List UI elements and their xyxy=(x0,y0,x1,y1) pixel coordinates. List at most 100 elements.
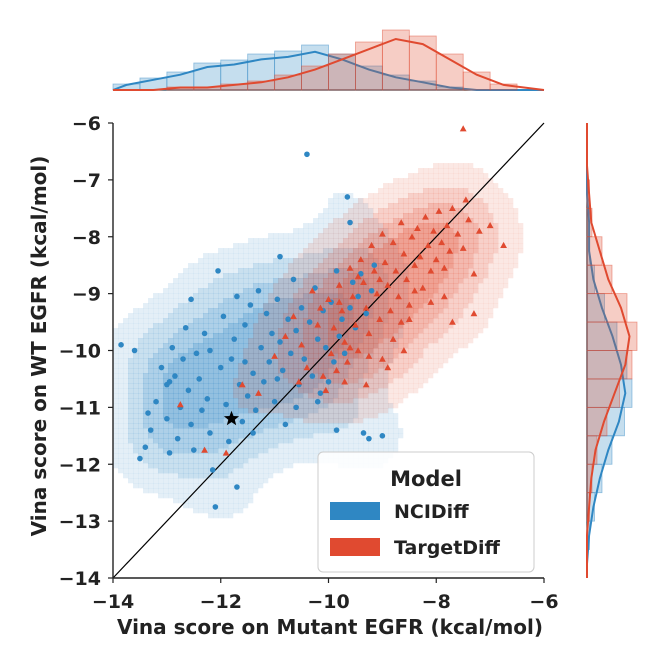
kde-cell-targetdiff xyxy=(358,278,364,284)
kde-cell-ncidiff xyxy=(163,333,169,339)
point-ncidiff xyxy=(277,339,283,345)
kde-cell-targetdiff xyxy=(338,413,344,419)
kde-cell-ncidiff xyxy=(258,423,264,429)
kde-cell-targetdiff xyxy=(428,198,434,204)
kde-cell-ncidiff xyxy=(158,298,164,304)
kde-cell-targetdiff xyxy=(328,328,334,334)
kde-cell-ncidiff xyxy=(148,348,154,354)
kde-cell-ncidiff xyxy=(373,363,379,369)
kde-cell-ncidiff xyxy=(228,403,234,409)
kde-cell-targetdiff xyxy=(378,388,384,394)
kde-cell-ncidiff xyxy=(373,393,379,399)
kde-cell-targetdiff xyxy=(253,388,259,394)
kde-cell-targetdiff xyxy=(483,258,489,264)
kde-cell-targetdiff xyxy=(308,358,314,364)
kde-cell-targetdiff xyxy=(458,183,464,189)
kde-cell-targetdiff xyxy=(363,413,369,419)
kde-cell-targetdiff xyxy=(453,163,459,169)
kde-cell-ncidiff xyxy=(298,263,304,269)
kde-cell-ncidiff xyxy=(128,408,134,414)
kde-cell-ncidiff xyxy=(228,353,234,359)
kde-cell-ncidiff xyxy=(113,428,119,434)
kde-cell-targetdiff xyxy=(393,218,399,224)
kde-cell-ncidiff xyxy=(113,363,119,369)
kde-cell-ncidiff xyxy=(393,438,399,444)
kde-cell-ncidiff xyxy=(343,358,349,364)
kde-cell-targetdiff xyxy=(373,358,379,364)
kde-cell-ncidiff xyxy=(263,383,269,389)
kde-cell-ncidiff xyxy=(248,483,254,489)
kde-cell-ncidiff xyxy=(258,308,264,314)
kde-cell-ncidiff xyxy=(203,428,209,434)
point-targetdiff xyxy=(335,298,343,305)
kde-cell-targetdiff xyxy=(328,363,334,369)
kde-cell-targetdiff xyxy=(353,363,359,369)
kde-cell-targetdiff xyxy=(308,408,314,414)
kde-cell-ncidiff xyxy=(323,213,329,219)
kde-cell-ncidiff xyxy=(183,448,189,454)
kde-cell-targetdiff xyxy=(388,218,394,224)
point-ncidiff xyxy=(358,270,364,277)
kde-cell-targetdiff xyxy=(343,298,349,304)
kde-cell-ncidiff xyxy=(278,403,284,409)
kde-cell-targetdiff xyxy=(253,353,259,359)
point-ncidiff xyxy=(271,398,278,405)
kde-cell-ncidiff xyxy=(233,453,239,459)
kde-cell-ncidiff xyxy=(223,428,229,434)
kde-cell-targetdiff xyxy=(293,378,299,384)
kde-cell-targetdiff xyxy=(413,358,419,364)
kde-cell-targetdiff xyxy=(298,373,304,379)
kde-cell-ncidiff xyxy=(203,288,209,294)
kde-cell-targetdiff xyxy=(358,268,364,274)
kde-cell-ncidiff xyxy=(263,243,269,249)
kde-cell-targetdiff xyxy=(393,323,399,329)
kde-cell-ncidiff xyxy=(193,343,199,349)
kde-cell-ncidiff xyxy=(188,428,194,434)
kde-cell-ncidiff xyxy=(228,348,234,354)
point-ncidiff xyxy=(263,310,270,317)
kde-cell-targetdiff xyxy=(338,408,344,414)
kde-cell-targetdiff xyxy=(483,218,489,224)
kde-cell-targetdiff xyxy=(503,268,509,274)
kde-cell-ncidiff xyxy=(333,293,339,299)
kde-cell-ncidiff xyxy=(178,418,184,424)
kde-cell-ncidiff xyxy=(373,348,379,354)
kde-cell-ncidiff xyxy=(353,198,359,204)
kde-cell-ncidiff xyxy=(148,368,154,374)
kde-cell-ncidiff xyxy=(193,453,199,459)
kde-cell-ncidiff xyxy=(258,383,264,389)
kde-cell-ncidiff xyxy=(318,248,324,254)
kde-cell-targetdiff xyxy=(408,358,414,364)
kde-cell-ncidiff xyxy=(318,343,324,349)
kde-cell-targetdiff xyxy=(293,268,299,274)
kde-cell-ncidiff xyxy=(318,358,324,364)
kde-cell-targetdiff xyxy=(403,293,409,299)
kde-cell-ncidiff xyxy=(303,413,309,419)
kde-cell-targetdiff xyxy=(458,213,464,219)
kde-cell-ncidiff xyxy=(163,378,169,384)
kde-cell-ncidiff xyxy=(308,238,314,244)
kde-cell-ncidiff xyxy=(183,288,189,294)
kde-cell-targetdiff xyxy=(373,378,379,384)
kde-cell-ncidiff xyxy=(378,348,384,354)
kde-cell-targetdiff xyxy=(458,243,464,249)
kde-cell-ncidiff xyxy=(348,438,354,444)
kde-cell-ncidiff xyxy=(203,278,209,284)
point-targetdiff xyxy=(470,270,478,277)
kde-cell-ncidiff xyxy=(158,343,164,349)
kde-cell-targetdiff xyxy=(243,363,249,369)
kde-cell-targetdiff xyxy=(388,198,394,204)
kde-cell-ncidiff xyxy=(238,253,244,259)
kde-cell-ncidiff xyxy=(218,408,224,414)
kde-cell-ncidiff xyxy=(213,383,219,389)
kde-cell-targetdiff xyxy=(473,228,479,234)
kde-cell-targetdiff xyxy=(378,188,384,194)
kde-cell-ncidiff xyxy=(128,453,134,459)
kde-cell-ncidiff xyxy=(238,338,244,344)
kde-cell-targetdiff xyxy=(298,313,304,319)
kde-cell-targetdiff xyxy=(423,378,429,384)
kde-cell-ncidiff xyxy=(288,323,294,329)
kde-cell-targetdiff xyxy=(473,168,479,174)
kde-cell-ncidiff xyxy=(158,393,164,399)
kde-cell-targetdiff xyxy=(303,253,309,259)
